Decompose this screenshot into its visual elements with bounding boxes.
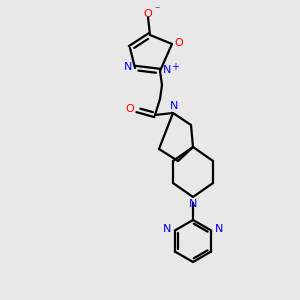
Text: N: N xyxy=(124,62,132,72)
Text: O: O xyxy=(144,9,152,19)
Text: ⁻: ⁻ xyxy=(154,5,160,15)
Text: O: O xyxy=(126,104,134,114)
Text: N: N xyxy=(163,224,171,235)
Text: +: + xyxy=(171,62,179,72)
Text: N: N xyxy=(189,199,197,209)
Text: N: N xyxy=(215,224,224,235)
Text: N: N xyxy=(170,101,178,111)
Text: O: O xyxy=(175,38,183,48)
Text: N: N xyxy=(163,65,171,75)
